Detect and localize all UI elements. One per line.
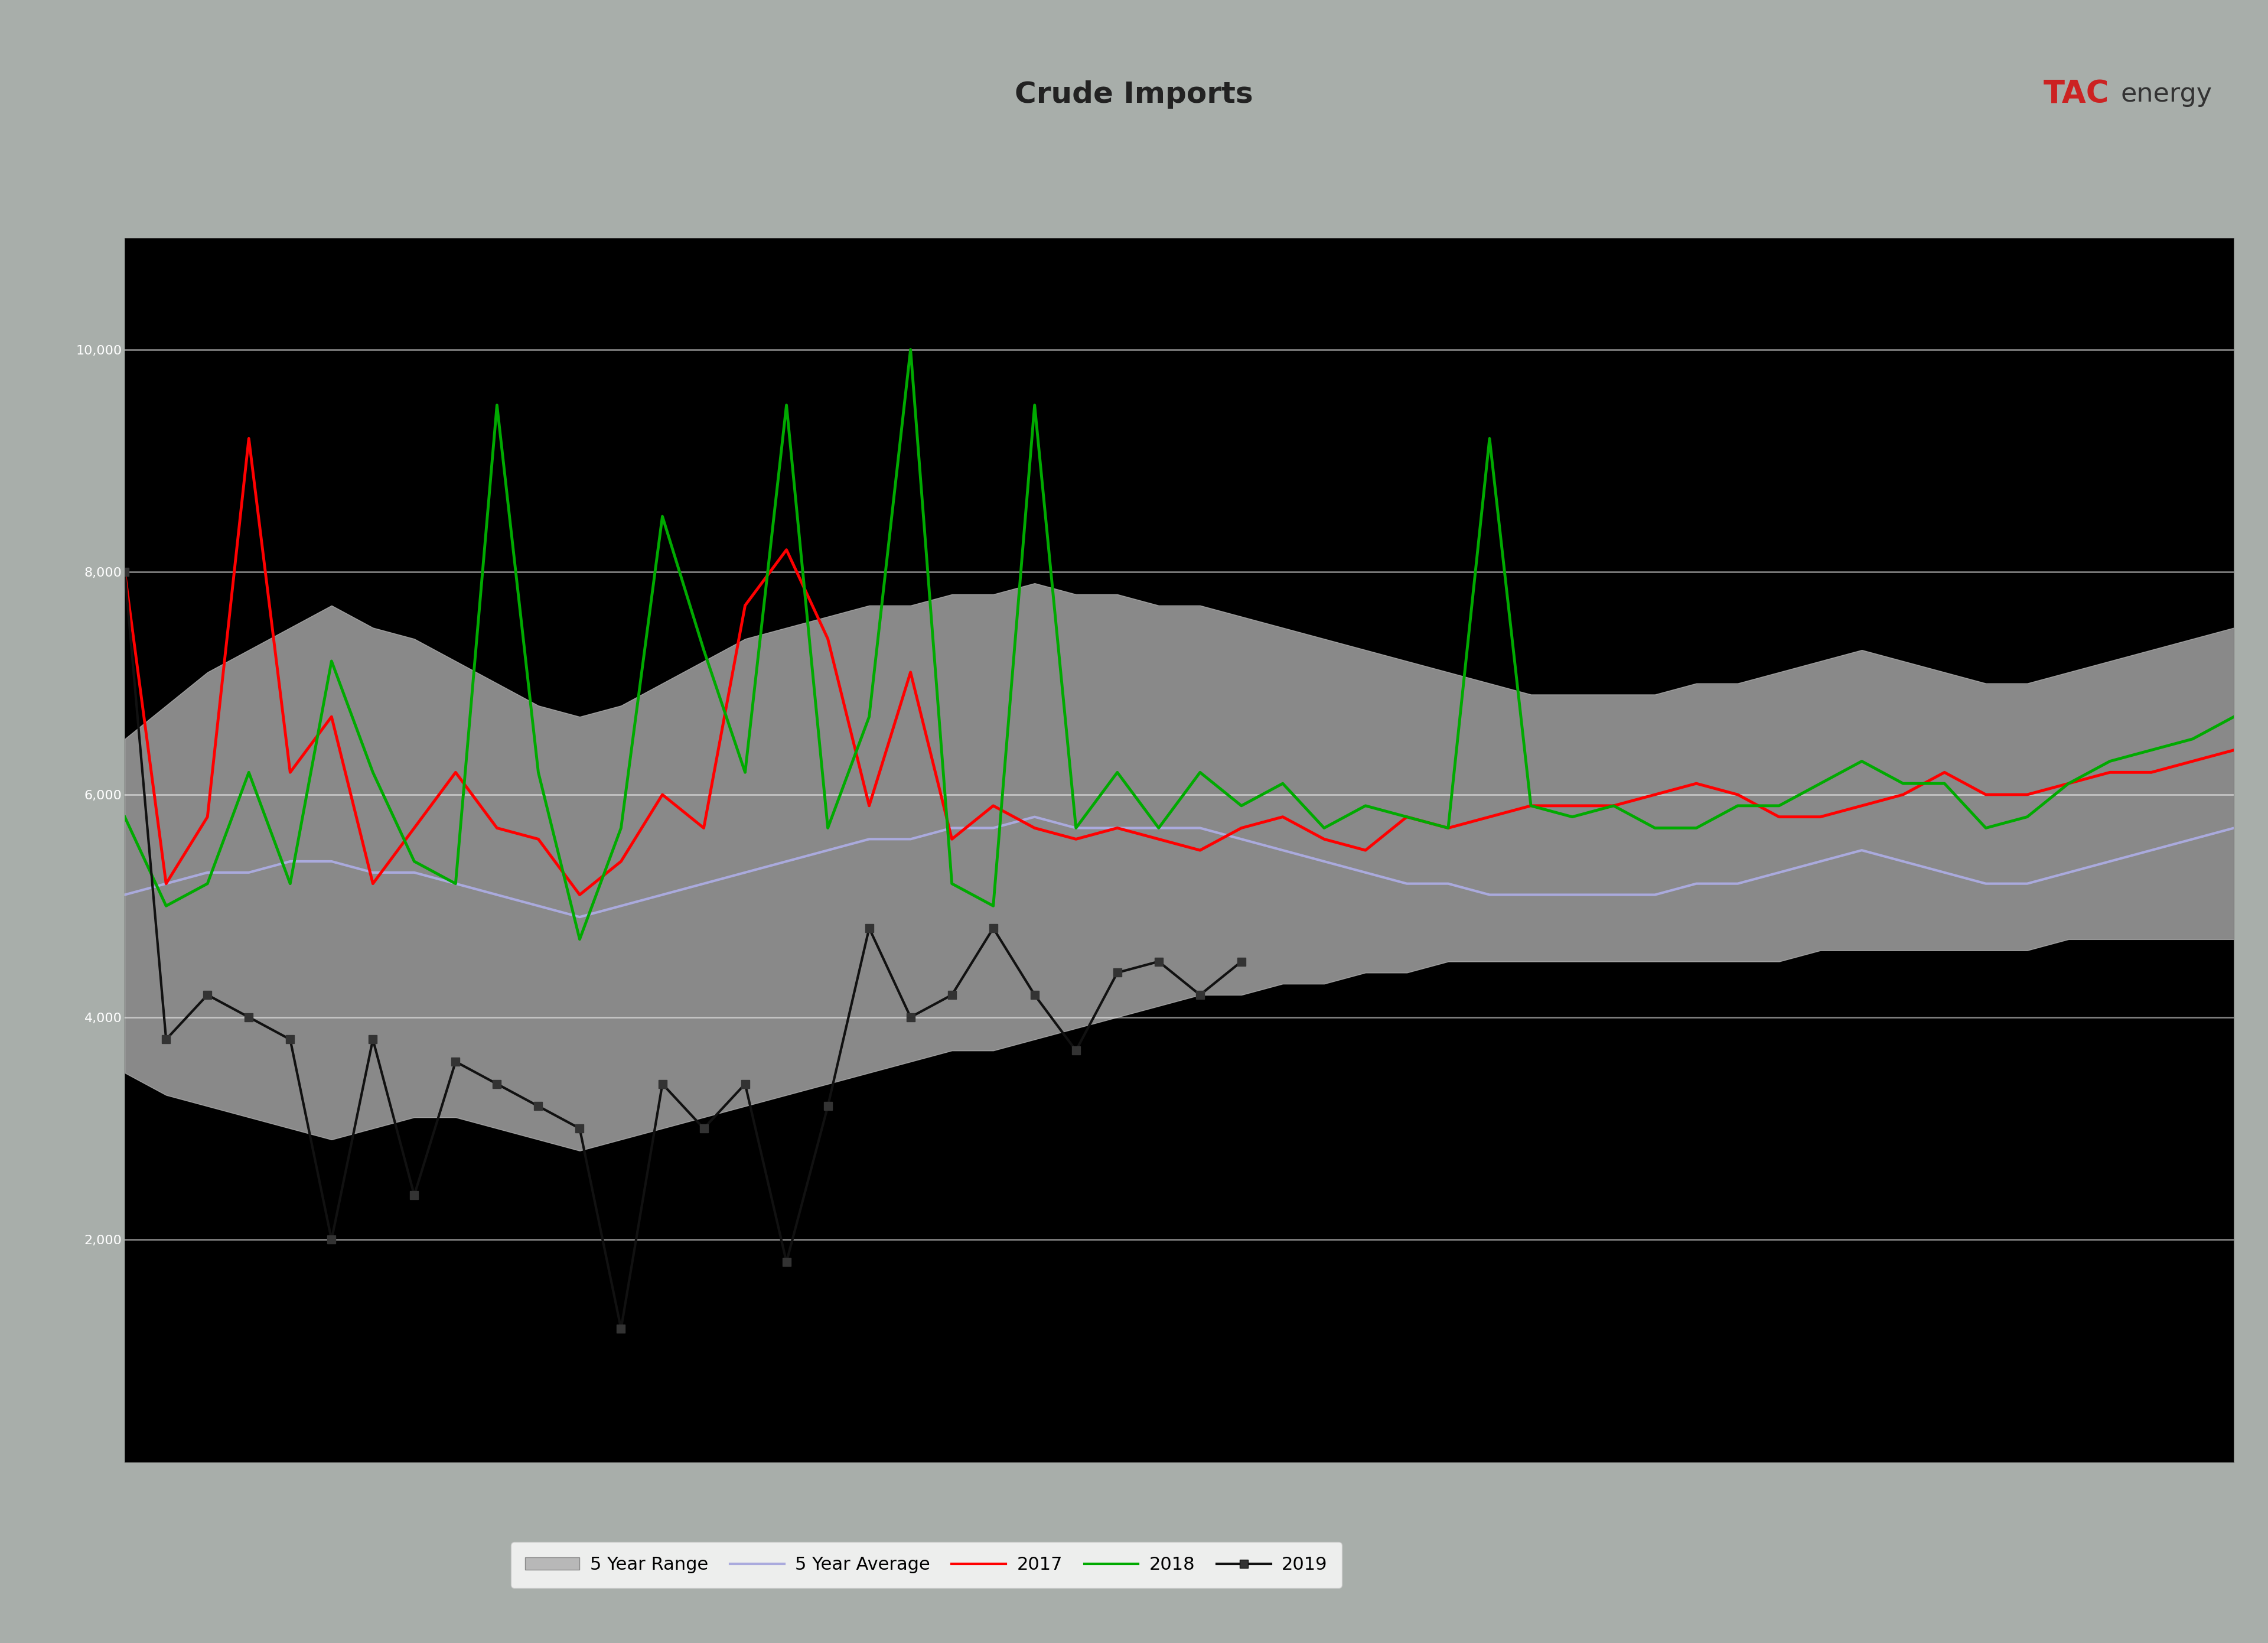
2018 bbox=[1311, 818, 1338, 838]
5 Year Average bbox=[1021, 807, 1048, 826]
2018 bbox=[1558, 807, 1585, 826]
2017 bbox=[318, 706, 345, 726]
2017 bbox=[111, 562, 138, 582]
5 Year Average bbox=[896, 830, 923, 849]
Line: 5 Year Average: 5 Year Average bbox=[125, 817, 2234, 917]
5 Year Average bbox=[277, 851, 304, 871]
2017 bbox=[567, 886, 594, 905]
2019 bbox=[277, 1030, 304, 1050]
2018 bbox=[2220, 706, 2248, 726]
2017 bbox=[236, 429, 263, 449]
2018 bbox=[939, 874, 966, 894]
2017 bbox=[1558, 795, 1585, 815]
2017 bbox=[2220, 741, 2248, 761]
5 Year Average bbox=[1476, 886, 1504, 905]
5 Year Average bbox=[1311, 851, 1338, 871]
Text: Crude Imports: Crude Imports bbox=[1014, 81, 1254, 108]
2018 bbox=[1476, 429, 1504, 449]
2018 bbox=[567, 930, 594, 950]
2017 bbox=[939, 830, 966, 849]
2019 bbox=[111, 562, 138, 582]
Line: 2019: 2019 bbox=[120, 568, 1245, 1332]
Line: 2018: 2018 bbox=[125, 350, 2234, 940]
Line: 2017: 2017 bbox=[125, 439, 2234, 895]
2017 bbox=[1476, 807, 1504, 826]
5 Year Average bbox=[1186, 818, 1213, 838]
Text: energy: energy bbox=[2121, 82, 2211, 107]
2018 bbox=[277, 874, 304, 894]
2019 bbox=[1105, 963, 1132, 983]
5 Year Average bbox=[1558, 886, 1585, 905]
Legend: 5 Year Range, 5 Year Average, 2017, 2018, 2019: 5 Year Range, 5 Year Average, 2017, 2018… bbox=[510, 1541, 1343, 1587]
5 Year Average bbox=[567, 907, 594, 927]
2017 bbox=[1186, 840, 1213, 861]
5 Year Average bbox=[2220, 818, 2248, 838]
2018 bbox=[896, 340, 923, 360]
5 Year Average bbox=[111, 886, 138, 905]
2018 bbox=[1186, 762, 1213, 782]
2017 bbox=[1311, 830, 1338, 849]
2018 bbox=[111, 807, 138, 826]
Text: TAC: TAC bbox=[2043, 79, 2109, 110]
2019 bbox=[855, 918, 882, 938]
